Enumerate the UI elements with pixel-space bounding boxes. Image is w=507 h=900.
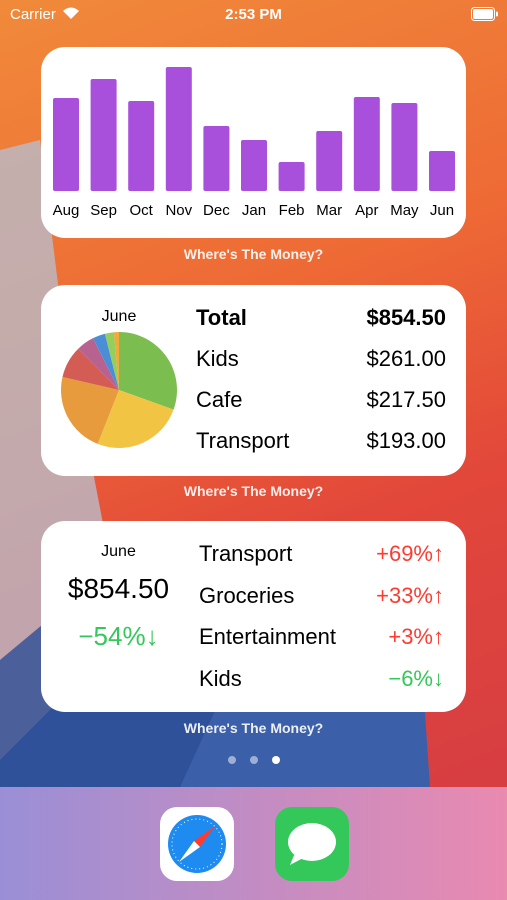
category-label: Entertainment (199, 624, 336, 649)
bar (316, 131, 343, 191)
page-dot[interactable] (250, 756, 258, 764)
change-widget[interactable]: June $854.50 −54%↓ Transport +69%↑ Groceri… (41, 521, 466, 712)
safari-icon[interactable] (160, 807, 234, 881)
widget-caption: Where's The Money? (183, 483, 324, 499)
pie-slice (97, 390, 174, 448)
carrier: Carrier (10, 6, 56, 23)
bar (241, 140, 267, 191)
wifi-icon (63, 7, 79, 19)
total: $854.50 (67, 573, 170, 604)
bar (429, 151, 455, 191)
bar-widget[interactable]: Aug Sep Oct Nov Dec Jan Feb Mar Apr May Jun (41, 47, 466, 238)
x-tick-label: Aug (53, 202, 80, 219)
pie-slice (104, 332, 119, 390)
pie-slice (119, 332, 178, 410)
pie-chart: June (61, 308, 178, 448)
bar-chart: Aug Sep Oct Nov Dec Jan Feb Mar Apr May Jun (53, 67, 455, 219)
pie-slice (62, 348, 119, 390)
category-label: Kids (199, 665, 242, 691)
total-change: −54%↓ (78, 621, 159, 651)
widget-caption: Where's The Money? (183, 720, 324, 736)
bar (391, 103, 418, 191)
amount: $854.50 (366, 305, 446, 330)
amount: $217.50 (366, 387, 446, 412)
x-tick-label: Feb (279, 202, 305, 219)
messages-icon[interactable] (275, 807, 349, 881)
x-tick-label: Sep (90, 202, 117, 219)
change: −6%↓ (388, 665, 444, 691)
bar (128, 101, 155, 191)
pie-slice (61, 376, 119, 444)
clock: 2:53 PM (225, 6, 282, 23)
amount: $193.00 (366, 428, 446, 453)
change: +33%↑ (376, 582, 444, 608)
page-dot[interactable] (228, 756, 236, 764)
pie-title: June (102, 308, 137, 325)
x-tick-label: Dec (203, 202, 230, 219)
change: +69%↑ (376, 541, 444, 566)
x-tick-label: Mar (316, 202, 342, 219)
pie-slice (78, 338, 119, 390)
x-tick-label: Oct (130, 202, 154, 219)
x-tick-label: Jan (242, 202, 266, 219)
change: +3%↑ (388, 624, 444, 649)
x-tick-label: Jun (430, 202, 454, 219)
pie-widget[interactable]: June Total $854.50 Kids $261.00 Cafe $217.50 T… (41, 285, 466, 476)
category-label: Groceries (199, 582, 295, 608)
bar (53, 98, 79, 191)
amount: $261.00 (366, 346, 446, 371)
x-tick-label: Nov (165, 202, 192, 219)
category-label: Total (196, 305, 247, 330)
x-tick-label: Apr (355, 202, 378, 219)
category-label: Kids (196, 346, 239, 371)
category-label: Cafe (196, 387, 243, 412)
bar (278, 162, 305, 191)
bar (203, 126, 230, 191)
pie-slice (92, 333, 119, 390)
pie-slice (113, 332, 119, 390)
bar (90, 79, 117, 191)
bar (165, 67, 192, 191)
category-label: Transport (199, 541, 293, 566)
page-dot-active[interactable] (272, 756, 280, 764)
category-label: Transport (196, 428, 290, 453)
widget-caption: Where's The Money? (183, 246, 324, 262)
battery-icon (471, 7, 498, 21)
x-tick-label: May (390, 202, 419, 219)
month: June (101, 543, 136, 560)
bar (353, 97, 380, 191)
